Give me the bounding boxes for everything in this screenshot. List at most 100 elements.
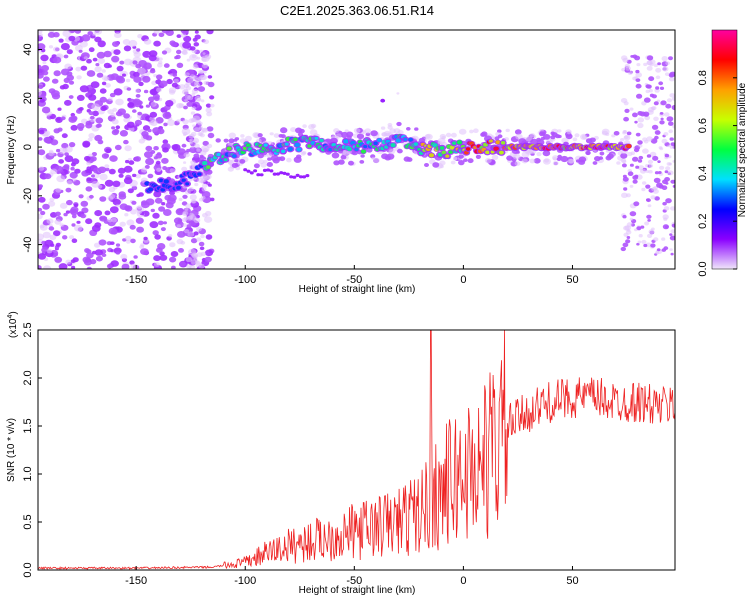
spectrogram-y-tick-label: 20 <box>22 92 34 104</box>
spectrogram-cell <box>43 76 50 82</box>
spectrogram-cell <box>205 103 212 108</box>
spectrogram-cell <box>659 120 665 125</box>
spectrogram-cell <box>635 78 641 82</box>
spectrogram-cell <box>101 253 107 257</box>
spectrogram-cell <box>257 133 263 138</box>
spectrogram-cell <box>76 75 82 80</box>
spectrogram-cell <box>135 173 142 179</box>
spectrogram-cell <box>144 151 153 159</box>
spectrogram-cell <box>207 183 212 187</box>
spectrogram-cell <box>129 224 136 230</box>
spectrogram-cell <box>668 73 675 78</box>
spectrogram-cell <box>557 134 562 139</box>
spectrogram-cell <box>359 160 365 164</box>
spectrogram-cell <box>60 116 66 121</box>
spectrogram-cell <box>669 235 675 241</box>
spectrogram-cell <box>126 87 132 91</box>
spectrogram-cell <box>668 129 673 134</box>
spectrogram-cell <box>128 126 135 132</box>
spectrogram-cell <box>653 101 659 106</box>
spectrogram-cell <box>38 184 43 189</box>
spectrogram-cell <box>156 152 162 156</box>
spectrogram-cell <box>333 160 340 166</box>
spectrogram-cell <box>101 69 106 73</box>
spectrogram-cell <box>632 112 638 118</box>
spectrogram-cell <box>176 185 181 190</box>
spectrogram-cell <box>70 206 79 213</box>
spectrogram-cell <box>202 174 207 179</box>
spectrogram-cell <box>109 155 118 162</box>
spectrogram-cell <box>96 72 104 78</box>
spectrogram-cell <box>86 70 96 77</box>
spectrogram-cell <box>181 217 188 223</box>
spectrogram-cell <box>651 94 657 99</box>
spectrogram-cell <box>95 124 101 128</box>
spectrogram-cell <box>621 163 627 168</box>
spectrogram-cell <box>406 127 411 131</box>
spectrogram-cell <box>204 216 213 223</box>
spectrogram-cell <box>188 133 195 139</box>
spectrogram-cell <box>202 148 209 153</box>
spectrogram-cell <box>630 151 635 155</box>
spectrogram-cell <box>666 116 674 122</box>
spectrogram-cell <box>51 90 60 98</box>
spectrogram-cell <box>150 119 158 127</box>
spectrogram-cell <box>137 34 143 39</box>
spectrogram-cell <box>114 144 122 151</box>
spectrogram-cell <box>616 161 621 165</box>
spectrogram-cell <box>475 154 481 159</box>
spectrogram-cell <box>190 145 194 149</box>
spectrogram-cell <box>642 181 647 185</box>
spectrogram-cell <box>182 119 189 125</box>
spectrogram-cell <box>648 89 653 93</box>
spectrogram-cell <box>95 117 104 124</box>
spectrogram-cell <box>81 34 91 42</box>
spectrogram-x-tick-label: -50 <box>346 274 362 286</box>
spectrogram-cell <box>578 156 587 163</box>
spectrogram-cell <box>149 111 158 118</box>
spectrogram-cell <box>147 187 154 192</box>
spectrogram-cell <box>125 235 132 241</box>
spectrogram-cell <box>181 178 186 182</box>
spectrogram-cell <box>120 253 128 260</box>
spectrogram-cell <box>197 86 206 92</box>
spectrogram-cell <box>159 80 168 87</box>
spectrogram-cell <box>97 166 107 174</box>
spectrogram-cell <box>670 179 675 184</box>
spectrogram-cell <box>171 82 178 88</box>
spectrogram-cell <box>210 197 215 202</box>
spectrogram-cell <box>85 120 92 126</box>
spectrogram-cell <box>296 147 302 152</box>
spectrogram-cell <box>340 131 349 139</box>
spectrogram-cell <box>169 256 177 263</box>
spectrogram-cell <box>140 167 148 173</box>
spectrogram-cell <box>152 230 159 236</box>
spectrogram-cell <box>646 66 653 71</box>
spectrogram-cell <box>94 134 103 142</box>
spectrogram-cell <box>189 264 196 269</box>
spectrogram-cell <box>189 194 197 201</box>
spectrogram-cell <box>363 145 368 149</box>
spectrogram-cell <box>456 140 463 145</box>
spectrogram-cell <box>167 194 177 202</box>
spectrogram-cell <box>59 223 65 227</box>
spectrogram-cell <box>66 199 73 206</box>
spectrogram-cell <box>197 121 203 126</box>
spectrogram-cell <box>119 60 125 65</box>
spectrogram-cell <box>424 163 429 167</box>
spectrogram-cell <box>390 143 396 148</box>
spectrogram-cell <box>192 64 199 69</box>
spectrogram-cell <box>42 70 49 76</box>
spectrogram-cell <box>209 95 215 100</box>
spectrogram-cell <box>529 133 535 138</box>
spectrogram-x-tick-label: -100 <box>234 274 256 286</box>
spectrogram-cell <box>149 116 156 122</box>
spectrogram-cell <box>645 170 650 173</box>
spectrogram-cell <box>649 151 657 158</box>
spectrogram-cell <box>641 187 646 192</box>
spectrogram-cell <box>182 194 188 199</box>
spectrogram-cell <box>331 152 340 159</box>
spectrogram-cell <box>158 178 164 183</box>
spectrogram-cell <box>70 166 75 171</box>
spectrogram-cell <box>660 117 664 121</box>
